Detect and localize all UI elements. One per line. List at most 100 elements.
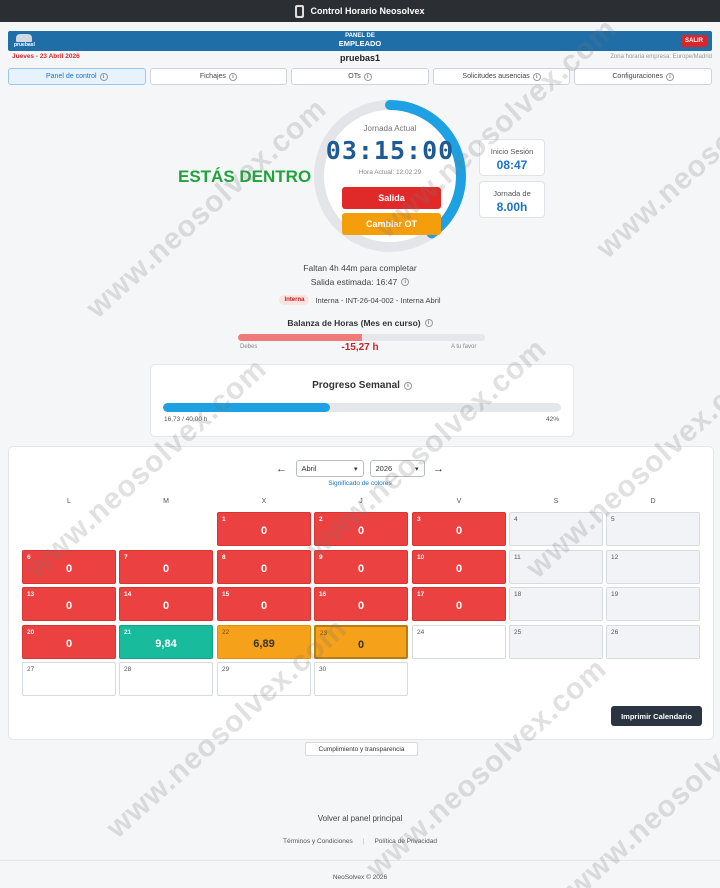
inicio-sesion-label: Inicio Sesión xyxy=(490,147,534,156)
chevron-down-icon: ▾ xyxy=(353,465,358,473)
calendar-day-14[interactable]: 14 0 xyxy=(119,587,213,621)
tab-panel-de-control[interactable]: Panel de control i xyxy=(8,68,146,85)
calendar-day-20[interactable]: 20 0 xyxy=(22,625,116,659)
jornada-progress-ring xyxy=(314,100,466,252)
day-hours: 0 xyxy=(357,563,365,575)
calendar-day-19[interactable]: 19 xyxy=(606,587,700,621)
balanza-debes-label: Debes xyxy=(240,344,258,350)
footer-links: Términos y Condiciones | Política de Pri… xyxy=(0,838,720,845)
current-ot: Interna Interna - INT-26-04-002 - Intern… xyxy=(0,295,720,305)
month-select[interactable]: Abril ▾ xyxy=(295,460,364,477)
day-hours: 0 xyxy=(357,600,365,612)
jornada-de-value: 8.00h xyxy=(496,200,528,214)
calendar-day-5[interactable]: 5 xyxy=(606,512,700,546)
panel-title-line1: PANEL DE xyxy=(345,33,375,39)
info-icon[interactable]: i xyxy=(401,278,410,286)
info-icon: i xyxy=(532,72,541,81)
year-select[interactable]: 2026 ▾ xyxy=(369,460,425,477)
info-icon: i xyxy=(363,72,372,81)
calendar-day-21[interactable]: 21 9,84 xyxy=(119,625,213,659)
calendar-day-10[interactable]: 10 0 xyxy=(412,550,506,584)
significado-colores-link[interactable]: Significado de colores xyxy=(328,480,392,487)
main-tabs: Panel de control i Fichajes i OTs i Solicit… xyxy=(8,68,712,85)
car-icon xyxy=(16,34,32,42)
calendar-day-22[interactable]: 22 6,89 xyxy=(217,625,311,659)
imprimir-calendario-button[interactable]: Imprimir Calendario xyxy=(611,706,702,726)
jornada-de-card: Jornada de 8.00h xyxy=(479,181,545,218)
tab-ots[interactable]: OTs i xyxy=(291,68,429,85)
weekday-label: S xyxy=(553,498,559,505)
weekday-label: V xyxy=(456,498,462,505)
app-title-bar: Control Horario Neosolvex xyxy=(0,0,720,22)
username: pruebas1 xyxy=(339,53,381,63)
day-number: 15 xyxy=(222,591,230,598)
calendar-day-24[interactable]: 24 xyxy=(412,625,506,659)
salida-button[interactable]: Salida xyxy=(342,187,441,209)
day-number: 4 xyxy=(514,516,518,523)
info-icon[interactable]: i xyxy=(424,319,433,327)
day-hours: 9,84 xyxy=(155,638,177,650)
day-number: 26 xyxy=(611,629,619,636)
calendar-day-12[interactable]: 12 xyxy=(606,550,700,584)
calendar-day-18[interactable]: 18 xyxy=(509,587,603,621)
calendar-day-16[interactable]: 16 0 xyxy=(314,587,408,621)
day-number: 18 xyxy=(514,591,522,598)
company-logo: pruebasl xyxy=(14,33,36,49)
tab-configuraciones[interactable]: Configuraciones i xyxy=(574,68,712,85)
calendar-day-15[interactable]: 15 0 xyxy=(217,587,311,621)
day-hours: 0 xyxy=(65,563,73,575)
progreso-bar xyxy=(163,403,561,412)
tab-fichajes[interactable]: Fichajes i xyxy=(149,68,288,85)
calendar-day-13[interactable]: 13 0 xyxy=(22,587,116,621)
calendar-day-4[interactable]: 4 xyxy=(509,512,603,546)
volver-link[interactable]: Volver al panel principal xyxy=(317,814,403,823)
calendar-day-29[interactable]: 29 xyxy=(217,662,311,696)
prev-month-button[interactable]: ← xyxy=(276,462,287,475)
balanza-title-text: Balanza de Horas (Mes en curso) xyxy=(287,318,421,328)
calendar-day-27[interactable]: 27 xyxy=(22,662,116,696)
salida-estimada: Salida estimada: 16:47 i xyxy=(0,277,720,287)
day-number: 29 xyxy=(222,666,230,673)
current-date: Jueves - 23 Abril 2026 xyxy=(12,53,80,60)
day-number: 27 xyxy=(27,666,35,673)
jornada-actual-label: Jornada Actual xyxy=(363,124,417,133)
terminos-link[interactable]: Términos y Condiciones xyxy=(283,838,353,845)
day-number: 24 xyxy=(417,629,425,636)
salir-button[interactable]: SALIR xyxy=(681,35,707,47)
day-number: 17 xyxy=(417,591,425,598)
privacidad-link[interactable]: Política de Privacidad xyxy=(374,838,437,845)
info-icon[interactable]: i xyxy=(403,381,412,390)
day-number: 2 xyxy=(319,516,323,523)
calendar-day-26[interactable]: 26 xyxy=(606,625,700,659)
cambiar-ot-button[interactable]: Cambiar OT xyxy=(342,213,441,235)
tab-solicitudes-ausencias[interactable]: Solicitudes ausencias i xyxy=(432,68,571,85)
footer-separator: | xyxy=(362,838,365,845)
day-hours: 0 xyxy=(260,600,268,612)
watermark-text: www.neosolvex.com xyxy=(80,91,334,325)
day-number: 20 xyxy=(27,629,35,636)
info-icon: i xyxy=(228,72,237,81)
calendar-day-30[interactable]: 30 xyxy=(314,662,408,696)
next-month-button[interactable]: → xyxy=(433,462,444,475)
ot-type-badge: Interna xyxy=(279,295,310,305)
tab-label: Fichajes xyxy=(199,73,226,80)
panel-title: PANEL DE EMPLEADO xyxy=(8,33,712,47)
calendar-day-28[interactable]: 28 xyxy=(119,662,213,696)
cumplimiento-button[interactable]: Cumplimiento y transparencia xyxy=(305,742,418,756)
calendar-day-17[interactable]: 17 0 xyxy=(412,587,506,621)
day-number: 23 xyxy=(320,630,328,637)
day-hours: 0 xyxy=(162,563,170,575)
day-number: 12 xyxy=(611,554,619,561)
calendar-day-25[interactable]: 25 xyxy=(509,625,603,659)
calendar-day-23[interactable]: 23 0 xyxy=(314,625,408,659)
day-number: 25 xyxy=(514,629,522,636)
calendar-day-11[interactable]: 11 xyxy=(509,550,603,584)
day-hours: 0 xyxy=(455,600,463,612)
